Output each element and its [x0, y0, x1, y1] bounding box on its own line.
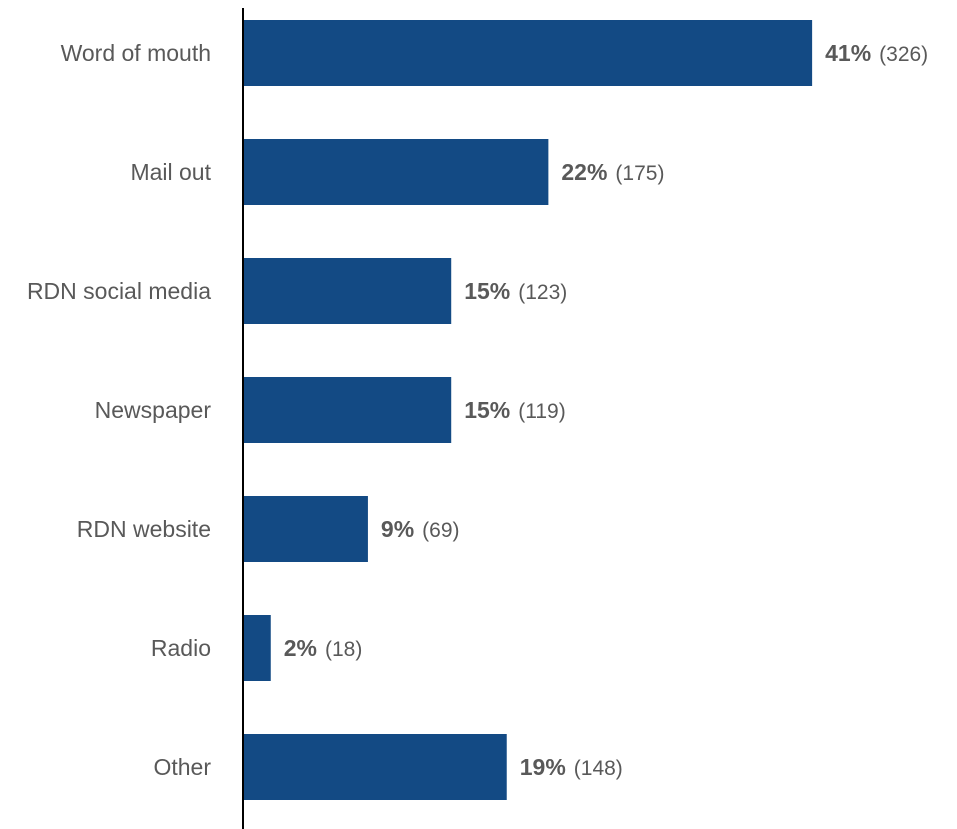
category-label-rdn-website: RDN website — [77, 516, 211, 542]
data-label-radio: 2% (18) — [284, 635, 363, 661]
count-label-newspaper: (119) — [518, 400, 565, 423]
data-label-other: 19% (148) — [520, 754, 623, 780]
count-label-rdn-social-media: (123) — [518, 281, 567, 304]
bar-radio — [243, 615, 271, 681]
percent-label-rdn-social-media: 15% — [464, 278, 510, 304]
percent-label-mail-out: 22% — [561, 159, 607, 185]
data-label-word-of-mouth: 41% (326) — [825, 40, 928, 66]
bar-newspaper — [243, 377, 452, 443]
count-label-radio: (18) — [325, 638, 362, 661]
bar-rdn-social-media — [243, 258, 452, 324]
category-label-mail-out: Mail out — [130, 159, 211, 185]
count-label-mail-out: (175) — [615, 162, 664, 185]
bars-group — [243, 20, 813, 800]
bar-rdn-website — [243, 496, 368, 562]
value-labels-group: 41% (326) 22% (175) 15% (123) 15% (119) 9% (69) 2%… — [284, 40, 928, 780]
bar-word-of-mouth — [243, 20, 813, 86]
category-label-newspaper: Newspaper — [95, 397, 212, 423]
data-label-newspaper: 15% (119) — [464, 397, 566, 423]
percent-label-word-of-mouth: 41% — [825, 40, 871, 66]
percent-label-rdn-website: 9% — [381, 516, 414, 542]
data-label-rdn-website: 9% (69) — [381, 516, 460, 542]
percent-label-other: 19% — [520, 754, 566, 780]
bar-other — [243, 734, 507, 800]
percent-label-radio: 2% — [284, 635, 317, 661]
count-label-rdn-website: (69) — [422, 519, 459, 542]
category-label-rdn-social-media: RDN social media — [27, 278, 211, 304]
data-label-rdn-social-media: 15% (123) — [464, 278, 567, 304]
category-label-other: Other — [153, 754, 211, 780]
count-label-other: (148) — [574, 757, 623, 780]
category-label-word-of-mouth: Word of mouth — [61, 40, 211, 66]
category-labels-group: Word of mouth Mail out RDN social media New… — [27, 40, 212, 780]
count-label-word-of-mouth: (326) — [879, 43, 928, 66]
bar-mail-out — [243, 139, 549, 205]
data-label-mail-out: 22% (175) — [561, 159, 664, 185]
percent-label-newspaper: 15% — [464, 397, 510, 423]
category-label-radio: Radio — [151, 635, 211, 661]
